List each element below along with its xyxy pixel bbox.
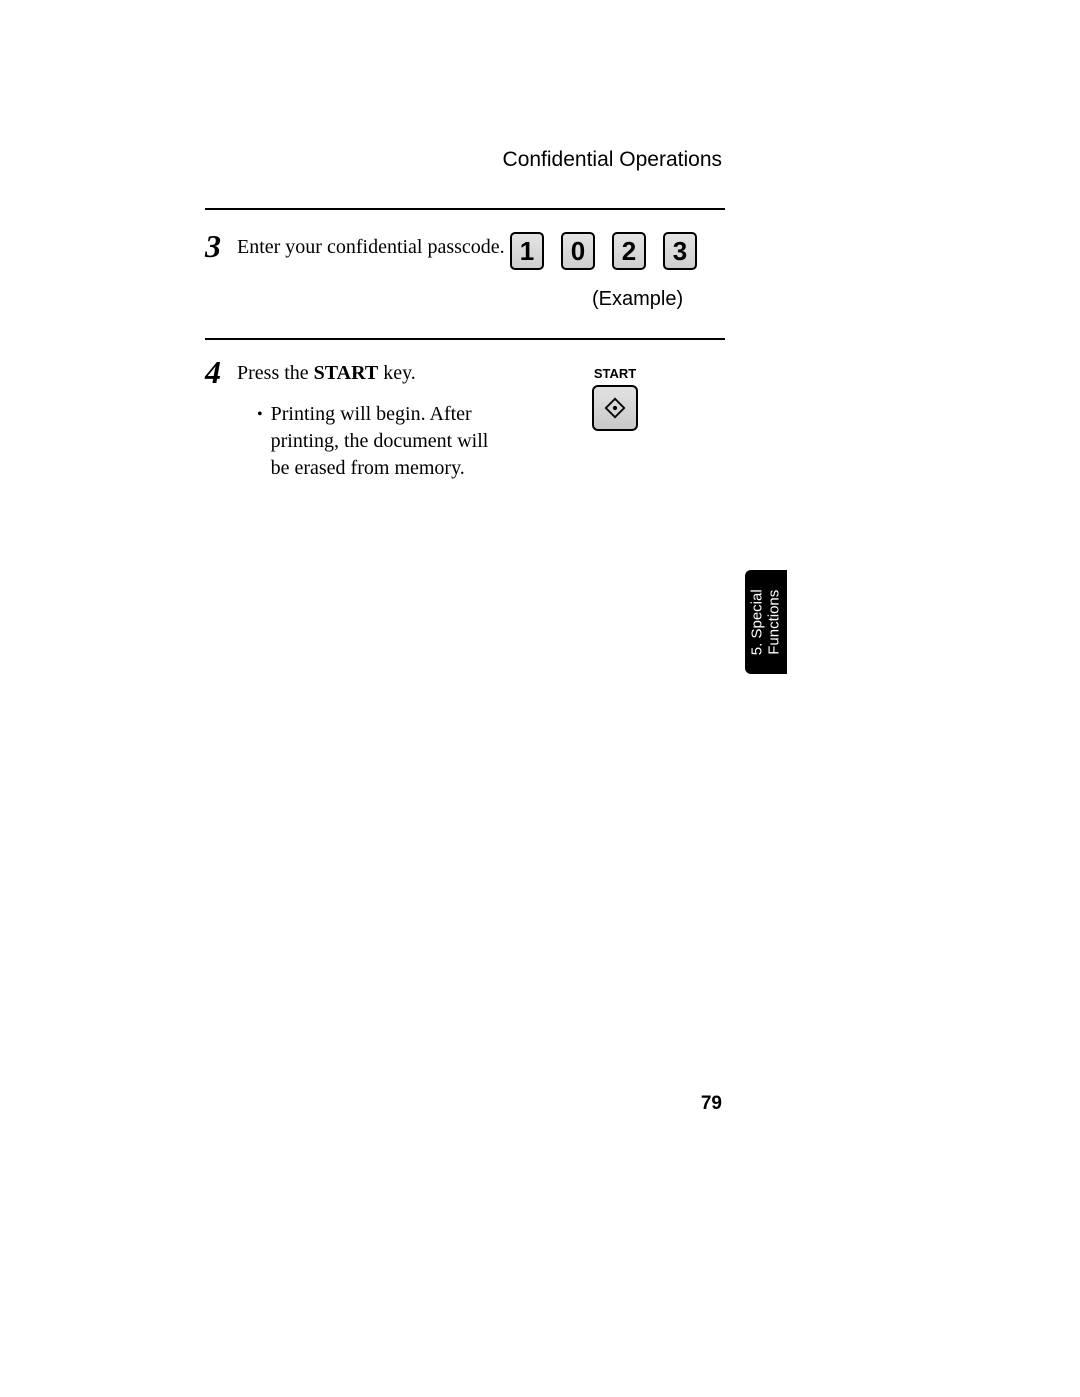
page-header: Confidential Operations [503, 148, 722, 172]
key-2[interactable]: 2 [612, 232, 646, 270]
start-key[interactable] [592, 385, 638, 431]
step-4-number: 4 [205, 354, 221, 391]
divider-top [205, 208, 725, 210]
bullet-icon: • [257, 403, 263, 482]
step-3-text: Enter your confidential passcode. [237, 234, 512, 261]
step-4-bullet-row: • Printing will begin. After printing, t… [257, 401, 512, 482]
step-3-number: 3 [205, 228, 221, 265]
example-label: (Example) [592, 288, 683, 311]
manual-page: Confidential Operations 3 Enter your con… [0, 0, 1080, 1397]
step-4-text: Press the START key. • Printing will beg… [237, 360, 512, 482]
step-4-bullet-text: Printing will begin. After printing, the… [271, 401, 512, 482]
start-key-group: START [592, 366, 638, 431]
divider-mid [205, 338, 725, 340]
section-tab: 5. SpecialFunctions [745, 570, 787, 674]
step-4-text-prefix: Press the [237, 362, 314, 384]
section-tab-label: 5. SpecialFunctions [749, 589, 784, 655]
step-4-text-suffix: key. [378, 362, 416, 384]
passcode-keypad: 1 0 2 3 [510, 232, 697, 270]
step-4: 4 Press the START key. • Printing will b… [205, 360, 725, 482]
key-0[interactable]: 0 [561, 232, 595, 270]
key-1[interactable]: 1 [510, 232, 544, 270]
page-number: 79 [701, 1093, 722, 1115]
start-icon [604, 397, 626, 419]
start-key-label: START [592, 366, 638, 381]
step-4-text-bold: START [314, 362, 379, 384]
key-3[interactable]: 3 [663, 232, 697, 270]
